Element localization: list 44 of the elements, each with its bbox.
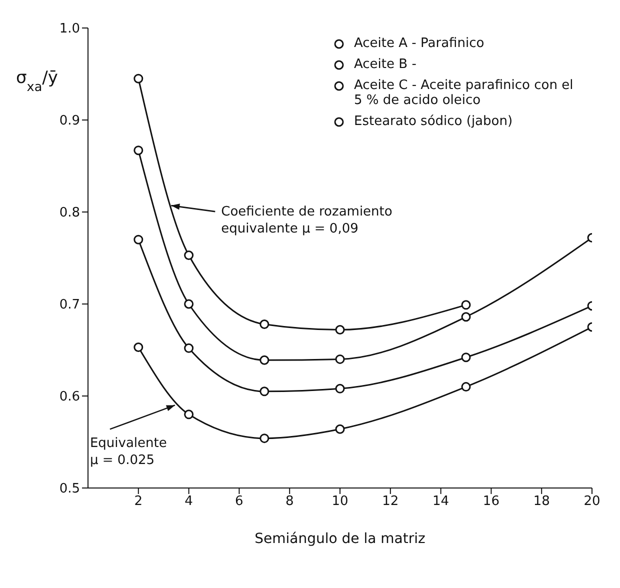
y-tick-label: 0.7	[59, 298, 80, 313]
x-tick-label: 10	[332, 494, 348, 510]
point	[461, 300, 471, 310]
x-tick-label: 4	[184, 494, 193, 510]
x-tick-label: 6	[235, 494, 244, 510]
legend-label: Aceite B -	[354, 57, 416, 72]
point	[260, 319, 270, 329]
x-tick-label: 18	[533, 494, 550, 510]
x-tick-label: 12	[382, 494, 399, 510]
annotation: Coeficiente de rozamiento equivalente μ = 0,09	[221, 204, 392, 237]
x-tick-label: 14	[432, 494, 450, 510]
point	[335, 384, 345, 394]
x-tick-label: 8	[285, 494, 294, 510]
x-tick-label: 16	[482, 494, 500, 510]
y-tick-label: 0.5	[59, 482, 80, 497]
y-tick-label: 0.6	[59, 390, 80, 405]
x-tick-label: 20	[584, 494, 600, 510]
legend-label: Aceite C - Aceite parafinico con el 5 % de acido oleico	[354, 78, 574, 108]
annotation: Equivalente μ = 0.025	[90, 436, 167, 468]
point	[260, 355, 270, 365]
point	[184, 410, 194, 420]
point	[184, 299, 194, 309]
point	[335, 325, 345, 335]
point	[184, 250, 194, 260]
point	[134, 342, 144, 352]
legend-label: Estearato sódico (jabon)	[354, 114, 513, 129]
point	[134, 74, 144, 84]
point	[461, 382, 471, 392]
point	[260, 386, 270, 396]
point	[260, 434, 270, 444]
point	[461, 312, 471, 322]
x-axis-title: Semiángulo de la matriz	[254, 531, 426, 547]
point	[134, 234, 144, 244]
y-tick-label: 1.0	[59, 22, 80, 37]
x-tick-label: 2	[134, 494, 143, 510]
y-tick-label: 0.8	[59, 206, 80, 221]
legend-label: Aceite A - Parafinico	[354, 36, 484, 51]
point	[134, 146, 144, 156]
point	[335, 354, 345, 364]
y-tick-label: 0.9	[59, 114, 80, 129]
point	[335, 424, 345, 434]
point	[184, 343, 194, 353]
y-axis-title: σ$_{xa}$/ȳ	[16, 68, 58, 94]
point	[461, 352, 471, 362]
